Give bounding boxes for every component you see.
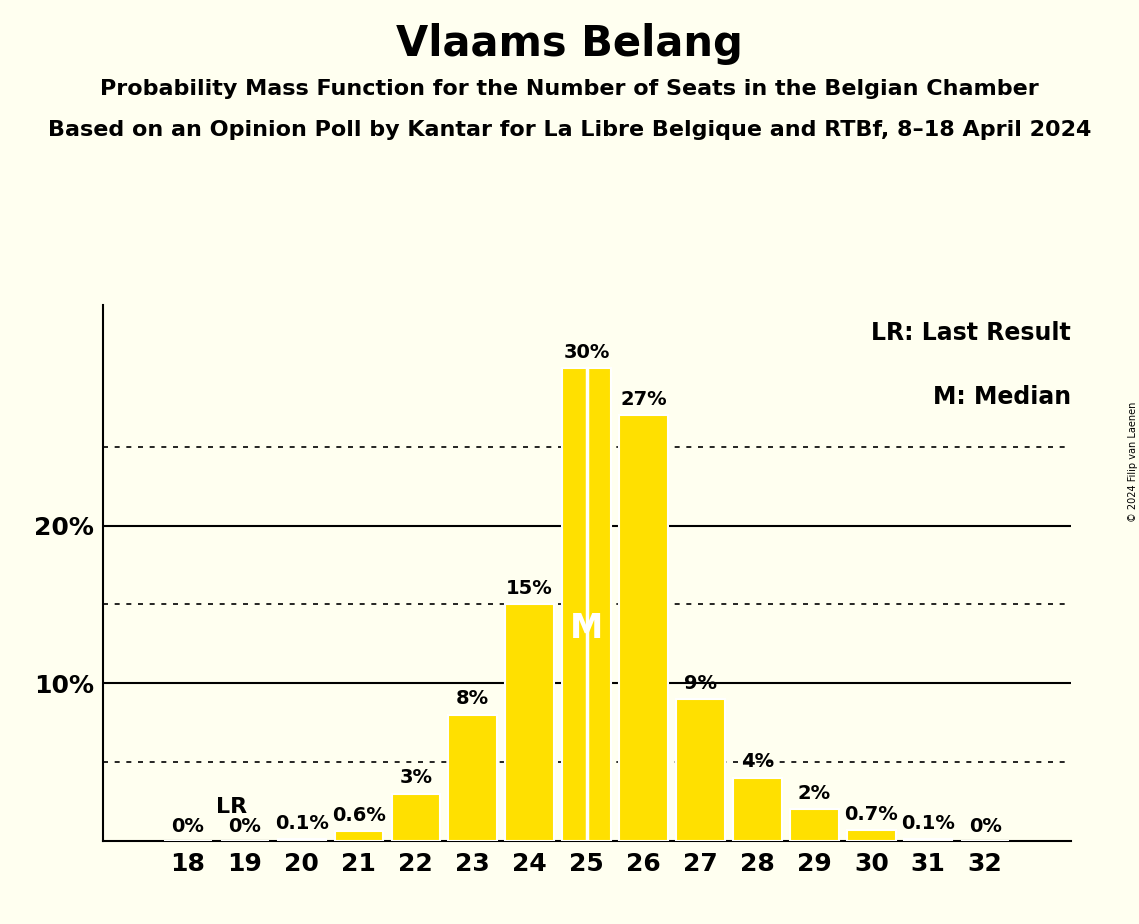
Text: 0.1%: 0.1% [901, 814, 956, 833]
Bar [790, 809, 838, 841]
Text: Probability Mass Function for the Number of Seats in the Belgian Chamber: Probability Mass Function for the Number… [100, 79, 1039, 99]
Text: LR: Last Result: LR: Last Result [871, 321, 1071, 345]
Text: 27%: 27% [621, 390, 666, 409]
Text: 0%: 0% [172, 817, 204, 836]
Text: LR: LR [216, 797, 247, 817]
Text: M: M [570, 612, 604, 645]
Bar [449, 715, 497, 841]
Bar [734, 778, 781, 841]
Text: 30%: 30% [564, 343, 609, 361]
Bar [563, 368, 611, 841]
Bar [392, 794, 440, 841]
Text: 8%: 8% [456, 689, 490, 709]
Bar [847, 830, 895, 841]
Bar [506, 604, 554, 841]
Text: 15%: 15% [506, 579, 554, 598]
Text: © 2024 Filip van Laenen: © 2024 Filip van Laenen [1129, 402, 1138, 522]
Text: 9%: 9% [685, 674, 716, 693]
Text: 0.1%: 0.1% [274, 814, 329, 833]
Bar [677, 699, 724, 841]
Bar [278, 839, 326, 841]
Text: 3%: 3% [400, 768, 432, 787]
Text: 0%: 0% [229, 817, 261, 836]
Text: 4%: 4% [740, 752, 775, 772]
Text: 0.7%: 0.7% [844, 805, 899, 823]
Bar [335, 832, 383, 841]
Text: Vlaams Belang: Vlaams Belang [396, 23, 743, 65]
Bar [620, 415, 667, 841]
Text: Based on an Opinion Poll by Kantar for La Libre Belgique and RTBf, 8–18 April 20: Based on an Opinion Poll by Kantar for L… [48, 120, 1091, 140]
Bar [904, 839, 952, 841]
Text: 0.6%: 0.6% [331, 806, 386, 825]
Text: 0%: 0% [969, 817, 1001, 836]
Text: M: Median: M: Median [933, 385, 1071, 409]
Text: 2%: 2% [797, 784, 831, 803]
